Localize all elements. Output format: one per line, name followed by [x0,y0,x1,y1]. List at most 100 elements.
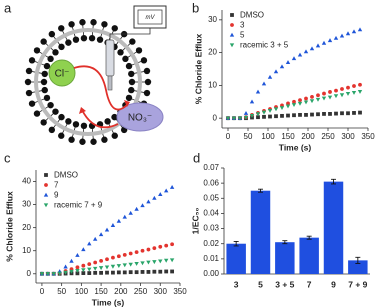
marker [87,267,92,272]
marker [285,104,291,109]
lipid-head [101,21,108,28]
x-tick-label: 100 [75,287,89,296]
lipid-head [25,67,33,75]
marker [98,232,104,237]
x-tick-label: 100 [261,132,275,141]
marker [87,241,92,246]
marker [273,107,279,112]
marker [39,272,45,277]
marker [75,271,80,276]
lipid-head [40,38,47,45]
marker [128,210,133,215]
marker [111,270,115,275]
y-tick-label: 20 [208,48,217,57]
y-axis-label: % Chloride Efflux [4,191,14,262]
marker [87,271,92,275]
marker [303,100,309,105]
lipid-head [143,89,151,97]
marker [158,192,163,197]
x-tick-label: 7 [307,279,312,289]
marker [75,265,80,270]
marker [340,111,344,116]
lipid-head [47,55,54,63]
marker [286,113,290,118]
lipid-head [25,89,33,97]
lipid-head [28,100,36,107]
marker [333,94,339,99]
legend-label: racemic 3 + 5 [240,41,289,50]
inner-ion-label: Cl⁻ [55,69,70,80]
marker [140,203,145,208]
marker [237,116,243,121]
marker [134,270,139,275]
marker [328,90,332,94]
marker [273,69,279,74]
lipid-head [33,110,41,117]
lipid-head [65,39,72,46]
electrode-tip [107,75,113,91]
marker [292,113,296,118]
marker [345,91,351,96]
marker [134,262,139,266]
marker [352,111,356,115]
x-tick-label: 0 [40,287,45,296]
bar [250,190,271,274]
marker [298,112,302,117]
lipid-head [40,119,47,126]
panel-label: d [193,150,200,165]
marker [225,116,231,121]
y-tick-label: 0 [27,269,32,278]
y-tick-label: 0.06 [203,178,219,187]
marker [134,206,139,211]
marker [63,270,68,275]
x-tick-label: 150 [281,132,295,141]
marker [268,114,272,119]
lipid-head [33,47,41,54]
marker [134,250,139,254]
error-bar [355,256,361,264]
x-tick-label: 200 [301,132,315,141]
lipid-head [117,49,124,56]
marker [315,97,321,102]
marker [304,112,308,117]
marker [152,195,157,200]
marker [105,257,109,262]
lipid-head [58,25,65,32]
lipid-head [40,78,48,86]
marker [146,247,151,252]
legend-marker [43,203,49,208]
marker [231,116,237,121]
bar [226,243,246,274]
error-bar [306,235,312,240]
lipid-head [58,43,65,51]
marker [99,270,103,275]
marker [81,271,86,275]
marker [315,43,321,48]
marker [111,255,115,260]
marker [279,106,285,110]
marker [321,40,327,45]
lipid-head [41,70,48,78]
marker [110,223,116,227]
marker [158,259,163,264]
marker [333,35,339,40]
error-bar [331,178,336,185]
marker [105,270,109,275]
lipid-head [52,49,59,56]
y-axis-label: 1/EC₅₀ [190,208,200,235]
lipid-head [111,132,118,139]
x-axis-label: Time (s) [279,142,312,152]
lipid-head [24,78,32,86]
wire [109,28,151,40]
legend-label: DMSO [240,11,264,20]
x-tick-label: 5 [258,279,263,289]
marker [249,99,255,104]
marker [291,103,297,108]
lipid-head [41,86,48,94]
marker [57,271,62,276]
marker [267,74,273,79]
y-tick-label: 0.02 [203,239,219,248]
lipid-head [144,78,152,86]
x-axis-label: Time (s) [92,297,125,307]
marker [327,38,333,43]
